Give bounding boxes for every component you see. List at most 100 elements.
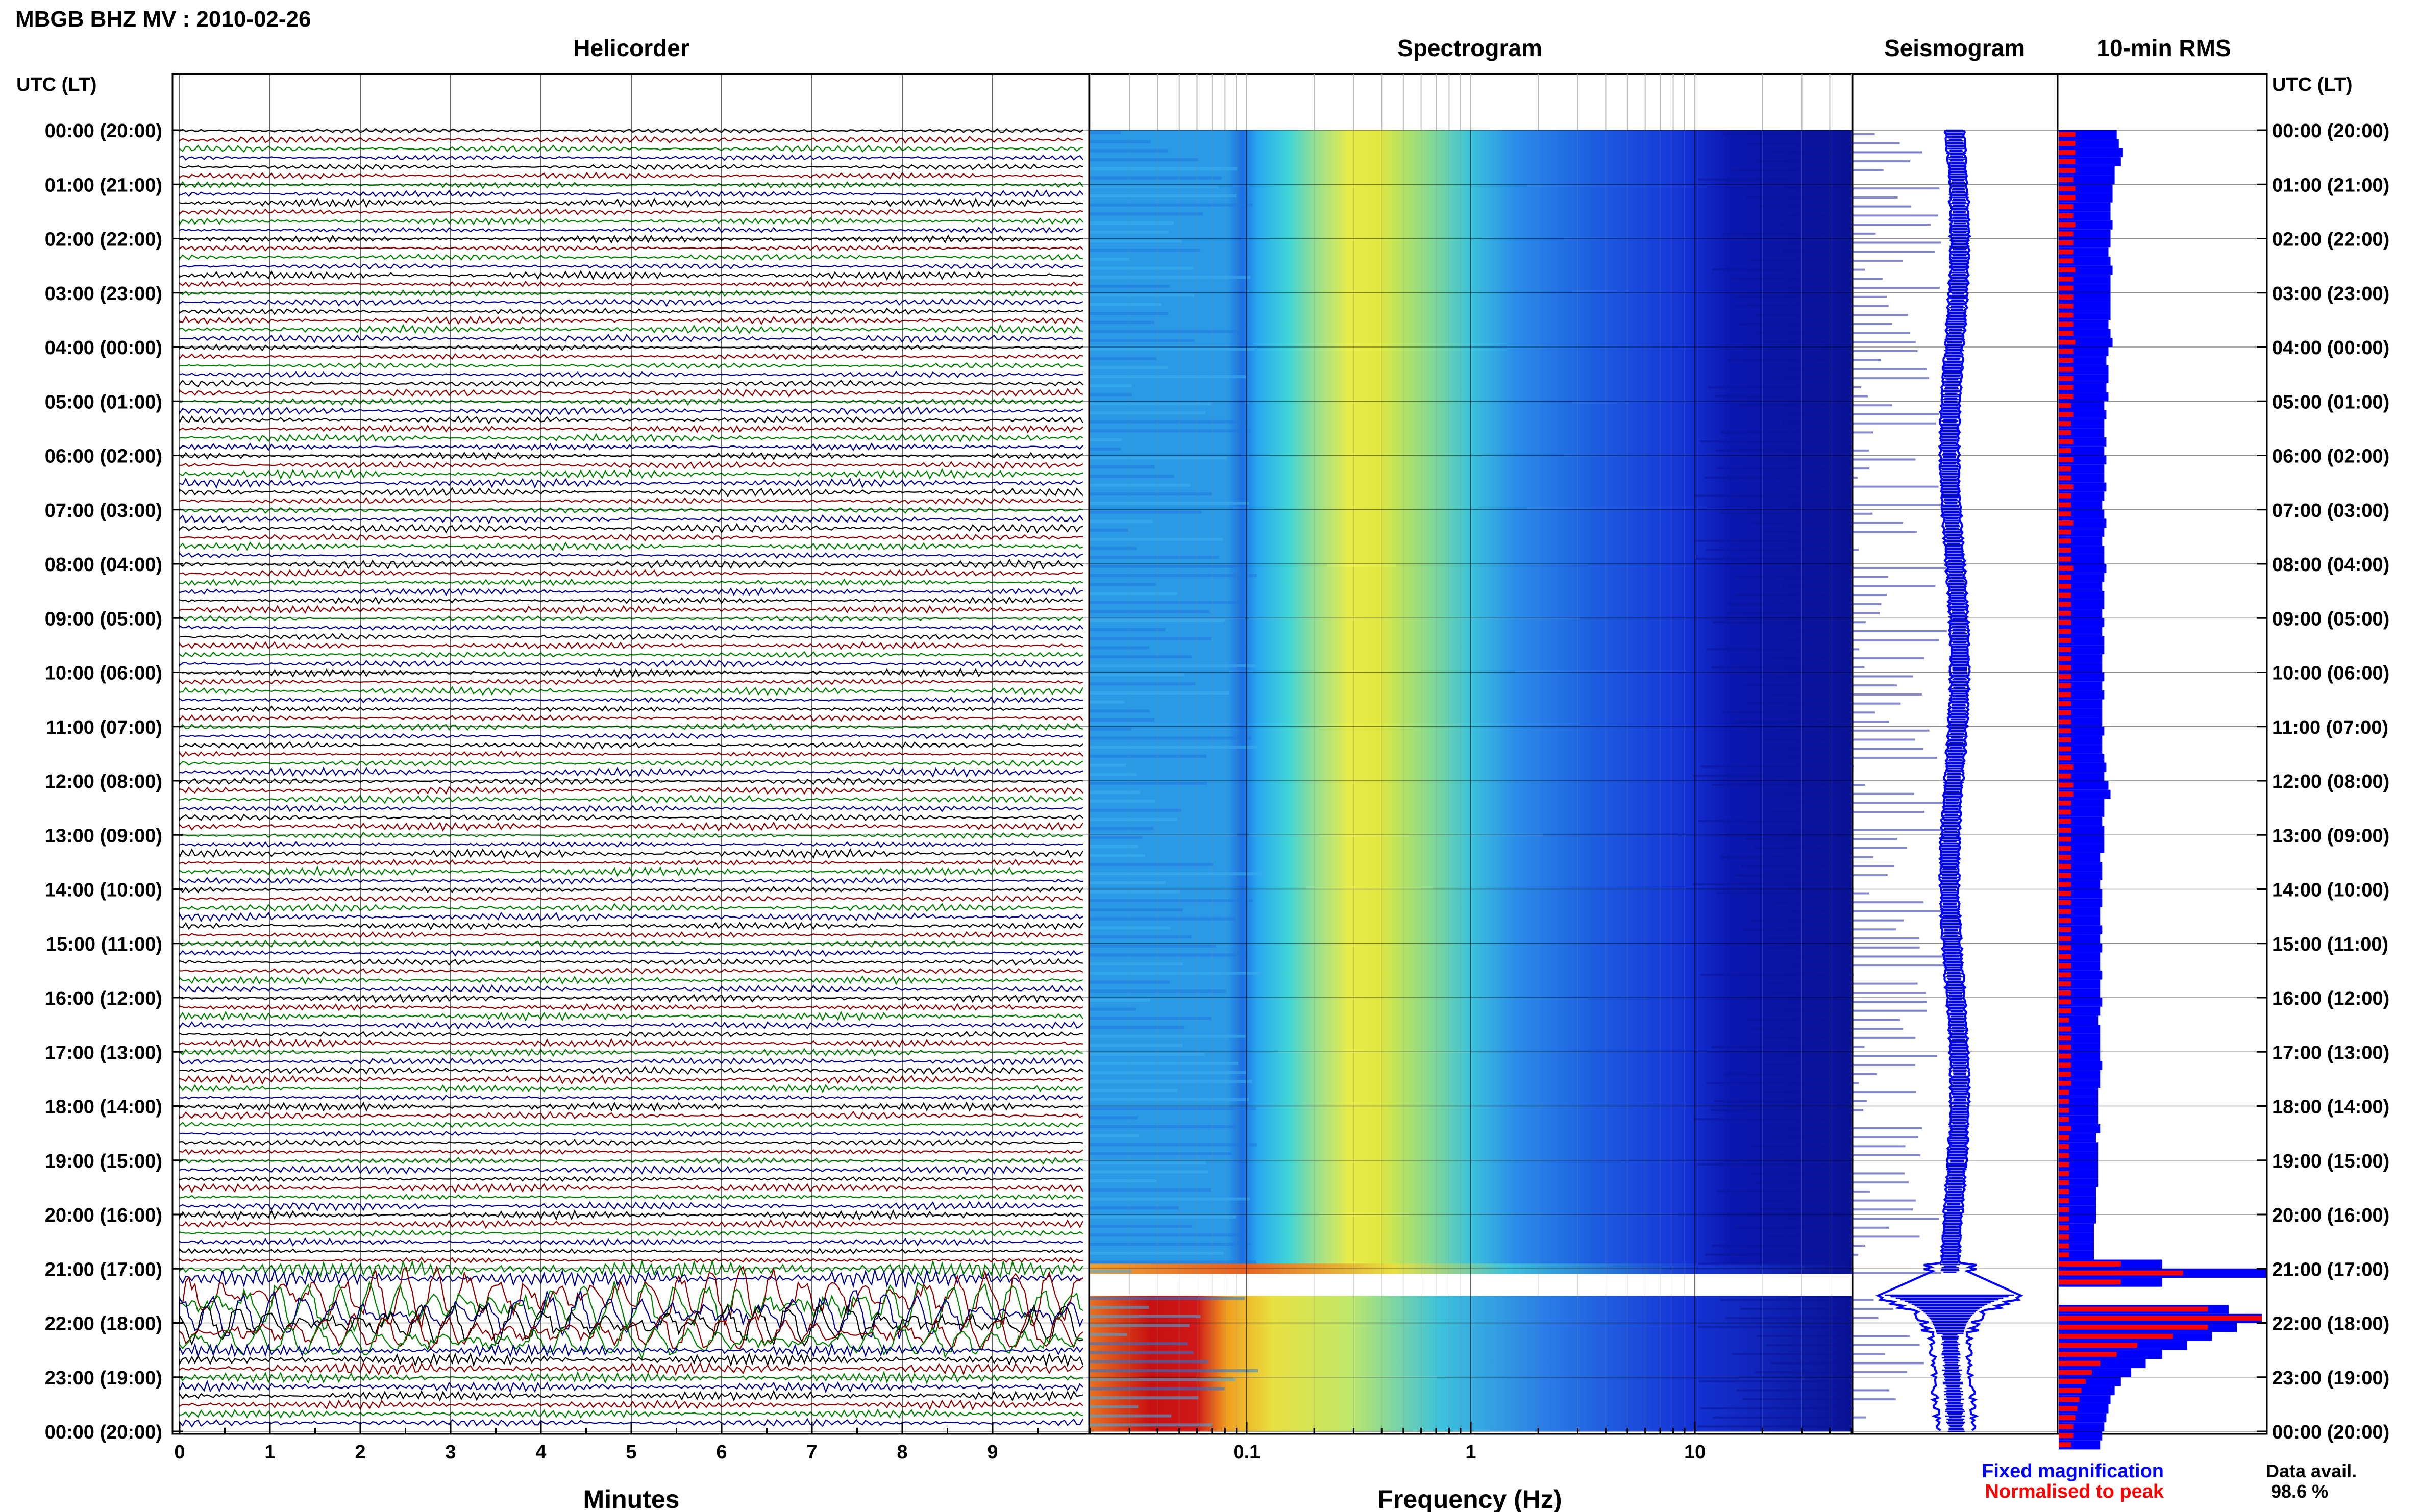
spectrogram-streak (1090, 456, 1227, 460)
utc-label-left: UTC (LT) (16, 74, 97, 95)
rms-bar-normalised (2059, 511, 2071, 517)
rms-bar-normalised (2059, 321, 2074, 327)
spectrogram-streak (1090, 1216, 1236, 1219)
helicorder-row (179, 263, 1083, 270)
spectrogram-streak (1090, 1134, 1139, 1137)
spectrogram-streak (1788, 241, 1941, 244)
rms-bar-normalised (2059, 520, 2074, 526)
hour-label-left: 16:00 (12:00) (45, 988, 162, 1009)
rms-bar-normalised (2059, 249, 2074, 255)
helicorder-row (179, 659, 1083, 668)
rms-bar-normalised (2059, 963, 2071, 969)
spectrogram-streak (1711, 666, 1865, 668)
helicorder-row (179, 586, 1083, 597)
rms-bar-normalised (2059, 1360, 2101, 1366)
rms-bar-normalised (2059, 502, 2071, 508)
rms-bar-normalised (2059, 1415, 2076, 1420)
hour-label-left: 13:00 (09:00) (45, 825, 162, 847)
spectrogram-streak (1090, 1233, 1245, 1237)
helicorder-row (179, 315, 1083, 325)
hour-label-left: 21:00 (17:00) (45, 1259, 162, 1280)
helicorder-row (179, 1390, 1083, 1402)
helicorder-row (179, 1342, 1083, 1358)
rms-bar-normalised (2059, 800, 2071, 806)
spectrogram-streak (1696, 558, 1849, 560)
rms-bar-normalised (2059, 1108, 2069, 1113)
spectrogram-streak (1752, 1145, 1906, 1148)
spectrogram-streak (1744, 838, 1897, 840)
rms-bar-normalised (2059, 421, 2071, 426)
spectrogram-streak (1697, 1163, 1850, 1166)
spectrogram-streak (1747, 1019, 1900, 1021)
hour-label-right: 22:00 (18:00) (2272, 1313, 2389, 1335)
helicorder-row (179, 596, 1083, 605)
helicorder-row (179, 903, 1083, 912)
helicorder-row (179, 1256, 1083, 1264)
spectrogram-streak (1090, 1333, 1127, 1336)
rms-bar-normalised (2059, 222, 2076, 228)
spectrogram-streak (1762, 1063, 1915, 1066)
rms-bar-normalised (2059, 484, 2074, 489)
rms-bar-normalised (2059, 936, 2071, 941)
rms-bar-normalised (2059, 1080, 2071, 1086)
spectrogram-streak (1695, 539, 1849, 542)
spectrogram-streak (1090, 249, 1201, 252)
hour-label-right: 07:00 (03:00) (2272, 500, 2389, 522)
helicorder-row (179, 723, 1083, 731)
hour-label-left: 14:00 (10:00) (45, 880, 162, 901)
helicorder-row (179, 1209, 1083, 1221)
spectrogram-streak (1784, 1055, 1937, 1057)
rms-bar-normalised (2059, 602, 2071, 607)
hour-label-left: 11:00 (07:00) (46, 717, 162, 738)
rms-bar-normalised (2059, 1008, 2071, 1013)
spectrogram-streak (1090, 537, 1223, 541)
helicorder-row (179, 388, 1083, 398)
hour-label-right: 02:00 (22:00) (2272, 229, 2389, 251)
spectrogram-streak (1090, 610, 1210, 613)
spectrogram-streak (1090, 1378, 1236, 1381)
hour-label-right: 03:00 (23:00) (2272, 283, 2389, 305)
spectrogram-streak (1090, 203, 1253, 207)
helicorder-row (179, 841, 1083, 848)
helicorder-row (179, 667, 1083, 678)
spectrogram-streak (1754, 1371, 1907, 1374)
spectrogram-streak (1769, 1127, 1922, 1129)
spectrogram-streak (1723, 1073, 1877, 1075)
helicorder-row (179, 1399, 1083, 1411)
rms-bar-normalised (2059, 1162, 2069, 1168)
spectrogram-streak (1090, 691, 1229, 695)
spectrogram-streak (1764, 531, 1917, 533)
spectrogram-streak (1722, 232, 1876, 235)
helicorder-row (179, 949, 1083, 957)
rms-bar-normalised (2059, 701, 2071, 706)
rms-frame (2057, 73, 2268, 1435)
helicorder-row (179, 994, 1083, 1003)
spectrogram-streak (1793, 630, 1947, 632)
rms-bar-normalised (2059, 999, 2071, 1005)
spectrogram-streak (1728, 603, 1882, 605)
spectrogram-streak (1711, 1046, 1865, 1048)
rms-bar-normalised (2059, 294, 2074, 300)
spectrogram-streak (1735, 305, 1889, 307)
rms-bar-normalised (2059, 556, 2071, 562)
helicorder-row (179, 651, 1083, 658)
helicorder-row (179, 1129, 1083, 1138)
spectrogram-streak (1741, 865, 1895, 867)
spectrogram-streak (1766, 1235, 1920, 1238)
hour-label-left: 09:00 (05:00) (45, 608, 162, 630)
hour-label-right: 00:00 (20:00) (2272, 120, 2389, 142)
spectrogram-streak (1090, 1396, 1199, 1400)
spectrogram-streak (1714, 1100, 1867, 1102)
rms-bar-normalised (2059, 1397, 2080, 1402)
spectrogram-streak (1090, 592, 1178, 596)
spectrogram-streak (1746, 142, 1900, 144)
helicorder-row (179, 931, 1083, 939)
rms-bar-normalised (2059, 231, 2074, 237)
spectrogram-streak (1700, 765, 1854, 768)
rms-bar-normalised (2059, 692, 2071, 698)
spectrogram-streak (1791, 504, 1944, 506)
helicorder-row (179, 1311, 1083, 1351)
hour-label-right: 21:00 (17:00) (2272, 1259, 2389, 1280)
spectrogram-streak (1766, 1344, 1920, 1346)
